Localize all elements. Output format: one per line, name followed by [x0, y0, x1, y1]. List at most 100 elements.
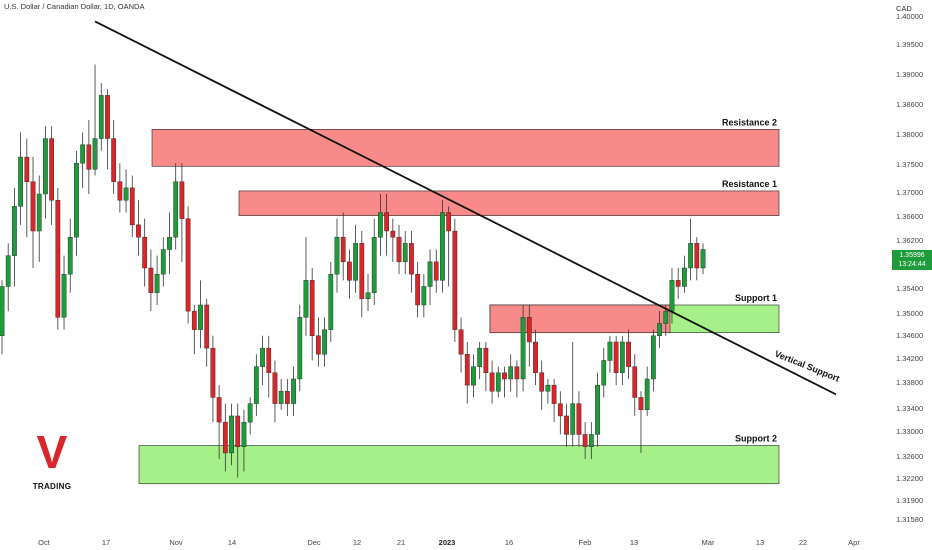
candle: [0, 280, 5, 355]
candle-body: [328, 273, 334, 330]
candle: [489, 360, 495, 404]
candle-body: [49, 138, 54, 201]
candle-body: [253, 366, 259, 404]
candle-body: [353, 243, 358, 281]
price-axis: 1.40000 1.39500 1.39000 1.38600 1.38000 1.375…: [896, 12, 923, 524]
candle: [322, 317, 327, 367]
candle: [61, 255, 67, 330]
candle: [539, 360, 545, 410]
trading-logo: V TRADING: [22, 428, 82, 491]
candle: [378, 194, 383, 256]
candle: [663, 304, 669, 336]
candle: [30, 157, 36, 268]
time-tick-label: 12: [353, 538, 361, 547]
price-tick-label: 1.33400: [896, 404, 923, 413]
candle-body: [588, 434, 594, 447]
candle: [160, 237, 166, 287]
candle: [316, 317, 321, 367]
candle: [557, 391, 563, 435]
candle-body: [446, 212, 452, 232]
symbol-header: U.S. Dollar / Canadian Dollar, 1D, OANDA: [4, 2, 145, 11]
candle-body: [415, 273, 421, 306]
candle-body: [303, 280, 309, 318]
candle-body: [452, 230, 458, 330]
candle-body: [688, 243, 693, 269]
candle-body: [471, 366, 476, 386]
candle-body: [682, 267, 687, 287]
time-tick-label: 13: [630, 538, 638, 547]
candle-body: [570, 403, 576, 435]
candle: [613, 335, 619, 386]
candle: [309, 268, 315, 361]
candle-body: [210, 347, 216, 398]
candle: [638, 391, 644, 453]
candle-body: [334, 236, 340, 275]
candle-body: [669, 280, 675, 312]
price-tick-label: 1.37000: [896, 188, 923, 197]
candle: [576, 391, 582, 447]
zone-label: Support 1: [735, 293, 777, 303]
candle-body: [464, 354, 470, 386]
time-axis: Oct 17 Nov 14 Dec 12 21 2023 16 Feb 13 Mar 13 22 Apr: [38, 538, 860, 547]
candle-body: [347, 261, 352, 281]
candle: [340, 212, 346, 281]
price-tick-label: 1.38000: [896, 130, 923, 139]
candle: [49, 126, 54, 225]
candle: [247, 397, 253, 435]
candle-body: [43, 138, 48, 195]
candle-body: [365, 292, 371, 300]
zone-label: Support 2: [735, 434, 777, 444]
zone-resistance-1: [238, 190, 780, 216]
candle-body: [340, 236, 346, 263]
candle-body: [117, 181, 123, 201]
candle-body: [483, 347, 489, 373]
candle-body: [322, 329, 327, 355]
candle-body: [644, 378, 650, 410]
candle-body: [67, 236, 73, 275]
candle-body: [80, 144, 86, 164]
currency-label: CAD: [896, 4, 912, 13]
price-tick-label: 1.36200: [896, 236, 923, 245]
candle: [551, 378, 557, 423]
candle-body: [477, 347, 483, 367]
candle: [651, 329, 656, 392]
candle: [123, 169, 129, 213]
candle: [167, 212, 172, 275]
zone-support-2: [138, 445, 780, 485]
candle: [440, 200, 445, 293]
candle-body: [427, 261, 433, 287]
candle: [452, 218, 458, 342]
candle: [253, 354, 259, 416]
candle: [502, 366, 507, 398]
time-tick-label: 2023: [439, 538, 456, 547]
candle-body: [359, 243, 365, 300]
candle: [607, 335, 613, 373]
candle-body: [582, 434, 588, 447]
candle: [371, 218, 377, 305]
candle: [98, 83, 104, 151]
price-tick-label: 1.34200: [896, 354, 923, 363]
candle-body: [309, 280, 315, 337]
candle-body: [216, 397, 222, 423]
candle: [12, 187, 17, 287]
zones-layer: [138, 128, 780, 485]
candle: [427, 249, 433, 305]
candle-body: [154, 273, 160, 293]
candle-body: [0, 286, 5, 337]
candle: [229, 403, 234, 466]
candle: [303, 237, 309, 336]
candle: [291, 366, 296, 416]
candle-body: [675, 280, 681, 287]
logo-letter: V: [36, 426, 68, 478]
candle-body: [284, 391, 290, 404]
last-price-tag: 1.35996 13:24:44: [892, 250, 932, 270]
candle: [86, 120, 92, 195]
candle: [67, 218, 73, 293]
candle-body: [694, 243, 700, 269]
time-tick-label: 16: [505, 538, 513, 547]
candle-body: [12, 206, 17, 256]
price-tick-label: 1.39500: [896, 40, 923, 49]
last-price: 1.35996: [899, 252, 925, 259]
zone-label: Resistance 2: [722, 117, 777, 127]
